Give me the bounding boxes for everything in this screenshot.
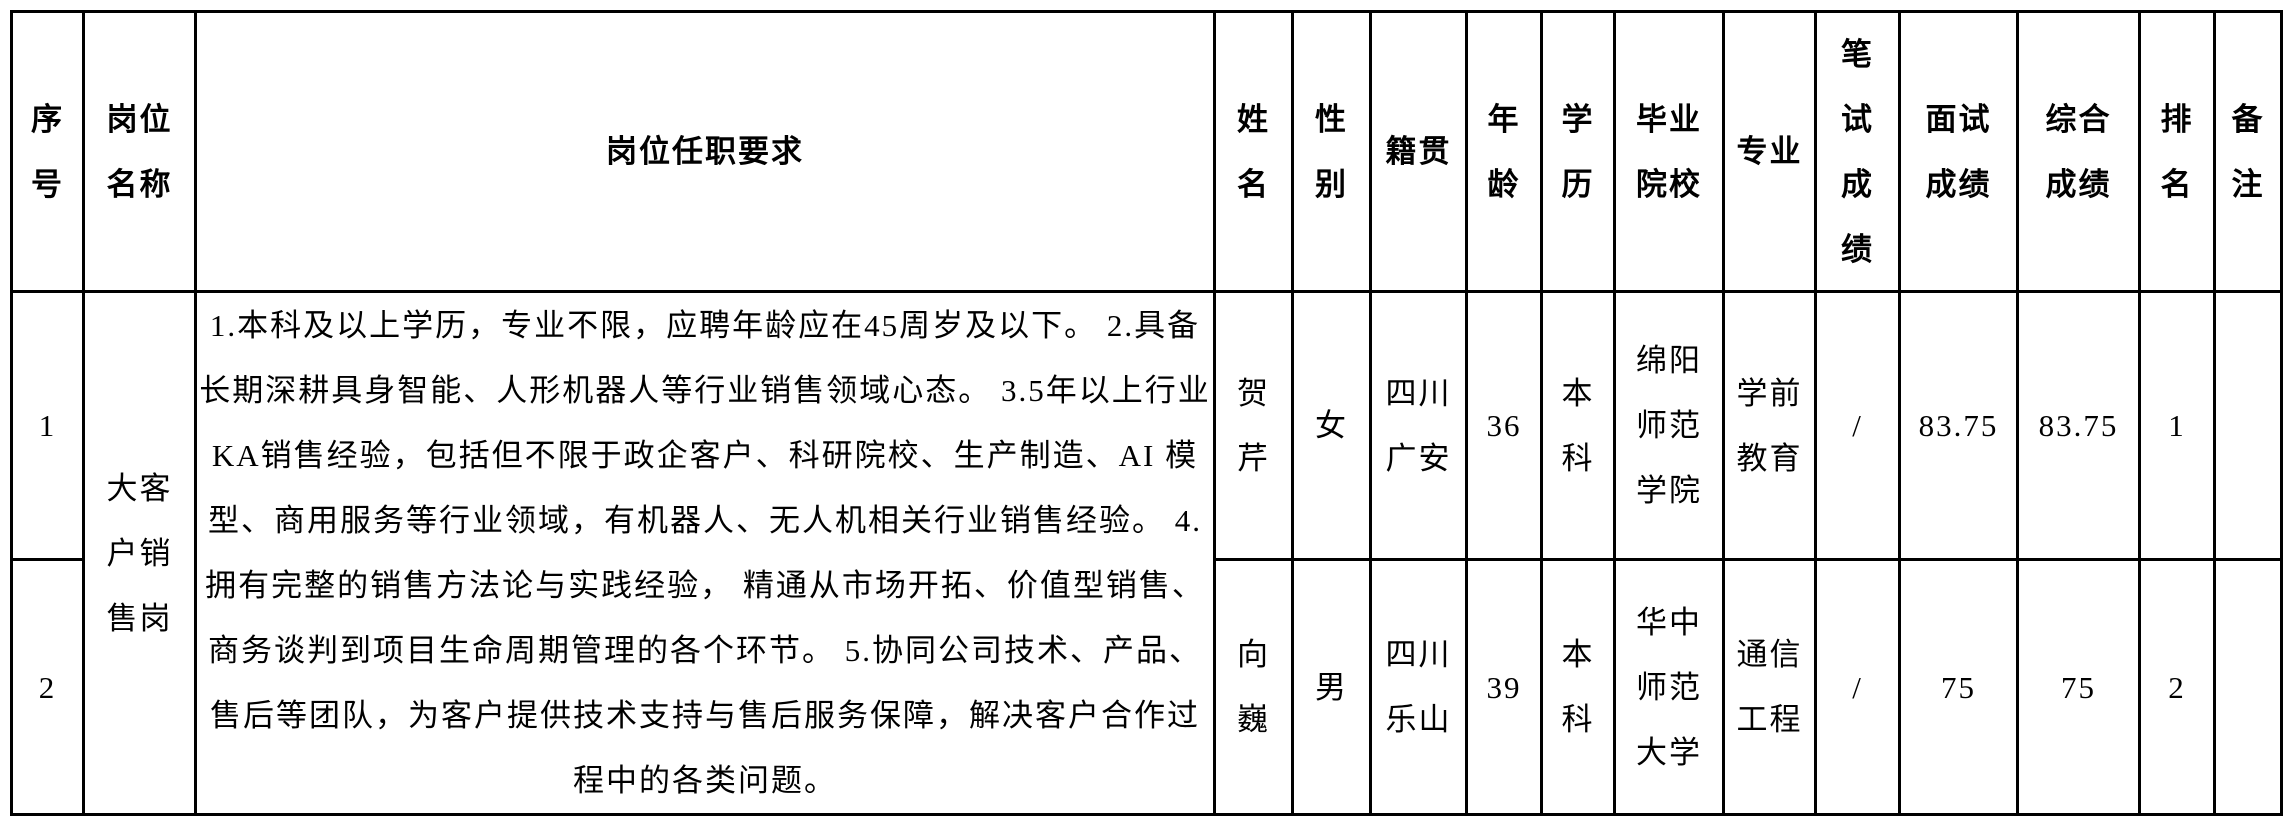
- cell-requirements: 1.本科及以上学历，专业不限，应聘年龄应在45周岁及以下。 2.具备长期深耕具身…: [194, 290, 1216, 816]
- cell-major-2: 通信 工程: [1722, 558, 1817, 816]
- cell-major-1: 学前 教育: [1722, 289, 1817, 562]
- cell-education-2: 本 科: [1540, 558, 1616, 816]
- cell-school-2: 华中 师范 大学: [1613, 558, 1725, 816]
- header-age: 年 龄: [1465, 10, 1543, 293]
- cell-overall-score-1: 83.75: [2016, 289, 2141, 562]
- cell-interview-score-2: 75: [1898, 558, 2019, 816]
- header-education: 学 历: [1540, 10, 1616, 293]
- cell-serial-2: 2: [10, 558, 85, 816]
- header-rank: 排 名: [2138, 10, 2216, 293]
- cell-age-1: 36: [1465, 289, 1543, 562]
- header-interview-score: 面试 成绩: [1898, 10, 2019, 293]
- header-gender: 性 别: [1291, 10, 1372, 293]
- cell-school-1: 绵阳 师范 学院: [1613, 289, 1725, 562]
- cell-remark-2: [2213, 558, 2283, 816]
- header-position-name: 岗位 名称: [82, 10, 197, 293]
- cell-name-1: 贺 芹: [1213, 289, 1294, 562]
- candidate-row-1: 1 大客 户销 售岗 1.本科及以上学历，专业不限，应聘年龄应在45周岁及以下。…: [10, 289, 2283, 816]
- cell-written-score-1: /: [1814, 289, 1901, 562]
- cell-education-1: 本 科: [1540, 289, 1616, 562]
- cell-interview-score-1: 83.75: [1898, 289, 2019, 562]
- candidate-row-2: 2 向 巍 男 四川 乐山 39 本 科 华中 师范 大学 通信 工程 / 75…: [10, 558, 2283, 816]
- header-native-place: 籍贯: [1369, 10, 1468, 293]
- recruitment-result-table: 序 号 岗位 名称 岗位任职要求 姓 名 性 别 籍贯 年 龄 学 历 毕业 院…: [10, 10, 2283, 816]
- header-row: 序 号 岗位 名称 岗位任职要求 姓 名 性 别 籍贯 年 龄 学 历 毕业 院…: [10, 10, 2283, 293]
- cell-overall-score-2: 75: [2016, 558, 2141, 816]
- header-major: 专业: [1722, 10, 1817, 293]
- cell-gender-2: 男: [1291, 558, 1372, 816]
- cell-rank-1: 1: [2138, 289, 2216, 562]
- cell-age-2: 39: [1465, 558, 1543, 816]
- header-school: 毕业 院校: [1613, 10, 1725, 293]
- cell-position-name: 大客 户销 售岗: [82, 290, 197, 816]
- cell-rank-2: 2: [2138, 558, 2216, 816]
- header-written-score: 笔 试 成 绩: [1814, 10, 1901, 293]
- cell-name-2: 向 巍: [1213, 558, 1294, 816]
- cell-native-place-2: 四川 乐山: [1369, 558, 1468, 816]
- cell-serial-1: 1: [10, 289, 85, 562]
- cell-written-score-2: /: [1814, 558, 1901, 816]
- header-name: 姓 名: [1213, 10, 1294, 293]
- cell-native-place-1: 四川 广安: [1369, 289, 1468, 562]
- cell-gender-1: 女: [1291, 289, 1372, 562]
- header-requirements: 岗位任职要求: [194, 10, 1216, 293]
- header-remark: 备 注: [2213, 10, 2283, 293]
- header-serial: 序 号: [10, 10, 85, 293]
- header-overall-score: 综合 成绩: [2016, 10, 2141, 293]
- cell-remark-1: [2213, 289, 2283, 562]
